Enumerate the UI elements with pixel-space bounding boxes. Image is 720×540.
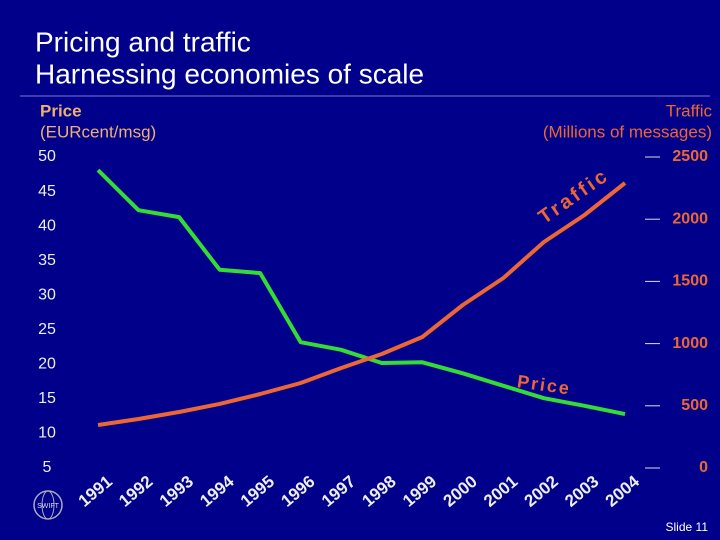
y-label: Price [40,101,82,120]
y-tick-label: 10 [38,425,56,442]
y-tick-label: 45 [38,183,56,200]
logo-ring [41,490,55,520]
logo: SWIFT [33,490,63,520]
logo-text: SWIFT [37,503,59,510]
y2-tick-label: 1000 [672,335,708,352]
y-tick-label: 30 [38,286,56,303]
slide-number: Slide 11 [666,520,709,534]
y2-tick-label: 500 [681,397,708,414]
y2-tick-label: 1500 [672,273,708,290]
y2-label: Traffic [666,101,713,120]
y-tick-label: 15 [38,390,56,407]
title: Pricing and traffic [35,26,251,57]
y-tick-label: 40 [38,217,56,234]
y2-label: (Millions of messages) [543,122,712,141]
y2-tick-label: 0 [699,459,708,476]
y-tick-label: 25 [38,321,56,338]
y2-tick-label: 2000 [672,210,708,227]
y-tick-label: 50 [38,148,56,165]
series-line [97,181,627,427]
y-tick-label: 20 [38,356,56,373]
y-tick-label: 5 [43,459,52,476]
subtitle: Harnessing economies of scale [35,58,424,89]
series-line [96,168,626,417]
y-label: (EURcent/msg) [40,122,156,141]
y-tick-label: 35 [38,252,56,269]
y2-tick-label: 2500 [672,148,708,165]
